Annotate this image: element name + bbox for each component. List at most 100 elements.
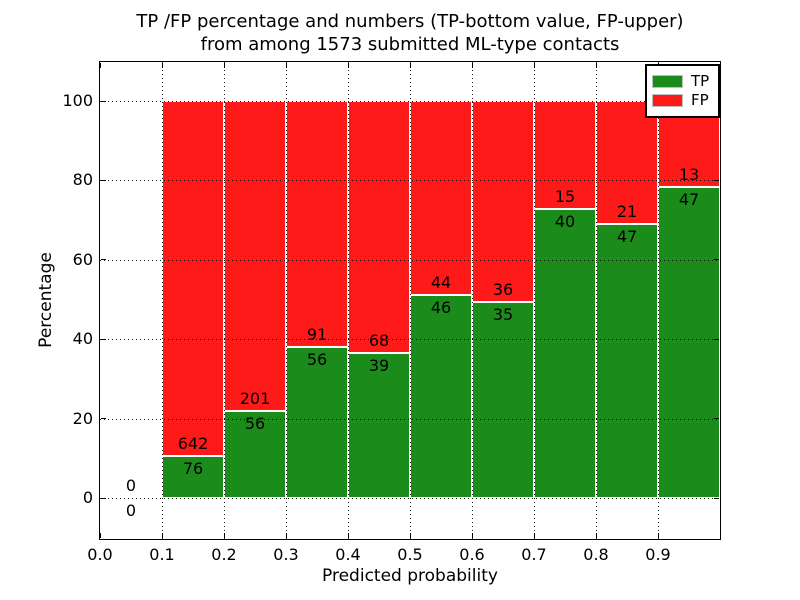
legend: TP FP [645, 64, 721, 118]
legend-label-tp: TP [691, 72, 710, 90]
y-tick-right [714, 179, 719, 181]
x-tick-bottom [161, 533, 163, 538]
bar-tp-segment [534, 209, 596, 498]
tp-count-label: 35 [492, 305, 514, 325]
fp-count-label: 0 [125, 476, 137, 495]
chart-title-line1: TP /FP percentage and numbers (TP-bottom… [136, 11, 684, 32]
x-tick-label: 0.7 [521, 545, 547, 564]
x-tick-top [471, 63, 473, 68]
bar-tp-segment [472, 302, 534, 498]
y-tick-label: 60 [72, 249, 93, 269]
vertical-gridline [596, 62, 597, 539]
y-tick-label: 20 [72, 408, 93, 428]
x-tick-bottom [285, 533, 287, 538]
x-tick-bottom [409, 533, 411, 538]
x-tick-label: 0.6 [459, 545, 485, 564]
vertical-gridline [472, 62, 473, 539]
vertical-gridline [410, 62, 411, 539]
tp-count-label: 56 [244, 414, 266, 434]
y-tick-label: 80 [72, 170, 93, 190]
x-tick-label: 0.5 [397, 545, 423, 564]
bar-fp-segment [472, 101, 534, 303]
y-tick-label: 40 [72, 329, 93, 349]
y-tick-right [714, 259, 719, 261]
bar-tp-segment [162, 455, 224, 498]
fp-count-label: 44 [430, 273, 452, 293]
fp-count-label: 68 [368, 331, 390, 351]
fp-count-label: 15 [554, 187, 576, 207]
x-tick-label: 0.8 [583, 545, 609, 564]
legend-swatch-fp [652, 93, 683, 107]
x-tick-top [533, 63, 535, 68]
bar-fp-segment [348, 101, 410, 354]
x-tick-bottom [533, 533, 535, 538]
fp-count-label: 642 [177, 433, 209, 453]
x-tick-top [223, 63, 225, 68]
x-axis-label: Predicted probability [322, 566, 498, 586]
fp-count-label: 21 [616, 201, 638, 221]
x-tick-top [285, 63, 287, 68]
vertical-gridline [286, 62, 287, 539]
bar-fp-segment [224, 101, 286, 412]
x-tick-label: 0.3 [273, 545, 299, 564]
x-tick-top [409, 63, 411, 68]
y-tick-left [101, 259, 106, 261]
x-tick-label: 0.1 [149, 545, 175, 564]
vertical-gridline [162, 62, 163, 539]
vertical-gridline [224, 62, 225, 539]
bar-tp-segment [658, 187, 720, 498]
x-tick-top [161, 63, 163, 68]
fp-count-label: 36 [492, 280, 514, 300]
x-tick-bottom [595, 533, 597, 538]
x-tick-bottom [347, 533, 349, 538]
y-tick-left [101, 497, 106, 499]
bar-fp-segment [162, 101, 224, 456]
legend-swatch-tp [652, 74, 683, 88]
bar-tp-segment [410, 295, 472, 498]
x-tick-label: 0.0 [87, 545, 113, 564]
x-tick-bottom [99, 533, 101, 538]
bar-tp-segment [286, 346, 348, 498]
y-tick-right [714, 338, 719, 340]
vertical-gridline [658, 62, 659, 539]
bar-tp-segment [596, 223, 658, 498]
fp-count-label: 13 [678, 165, 700, 185]
vertical-gridline [534, 62, 535, 539]
x-tick-bottom [471, 533, 473, 538]
y-tick-label: 0 [82, 488, 93, 507]
fp-count-label: 201 [239, 389, 271, 409]
tp-count-label: 47 [678, 190, 700, 210]
vertical-gridline [348, 62, 349, 539]
x-tick-bottom [223, 533, 225, 538]
tp-count-label: 39 [368, 356, 390, 376]
legend-entry-fp: FP [652, 91, 709, 109]
fp-count-label: 91 [306, 324, 328, 344]
x-tick-top [347, 63, 349, 68]
tp-count-label: 47 [616, 226, 638, 246]
tp-count-label: 46 [430, 298, 452, 318]
x-tick-label: 0.2 [211, 545, 237, 564]
y-tick-label: 100 [62, 91, 93, 110]
x-tick-top [595, 63, 597, 68]
bar-fp-segment [410, 101, 472, 296]
x-tick-bottom [657, 533, 659, 538]
x-tick-label: 0.4 [335, 545, 361, 564]
chart-title: TP /FP percentage and numbers (TP-bottom… [100, 10, 720, 56]
legend-entry-tp: TP [652, 72, 710, 90]
bar-tp-segment [348, 353, 410, 498]
tp-count-label: 76 [182, 458, 204, 478]
x-tick-label: 0.9 [645, 545, 671, 564]
y-tick-right [714, 418, 719, 420]
x-tick-top [99, 63, 101, 68]
tp-count-label: 56 [306, 349, 328, 369]
y-tick-left [101, 338, 106, 340]
legend-label-fp: FP [691, 91, 709, 109]
y-tick-left [101, 418, 106, 420]
y-tick-right [714, 497, 719, 499]
bar-fp-segment [286, 101, 348, 347]
y-tick-left [101, 100, 106, 102]
chart-title-line2: from among 1573 submitted ML-type contac… [200, 34, 620, 55]
tp-count-label: 40 [554, 212, 576, 232]
y-tick-left [101, 179, 106, 181]
